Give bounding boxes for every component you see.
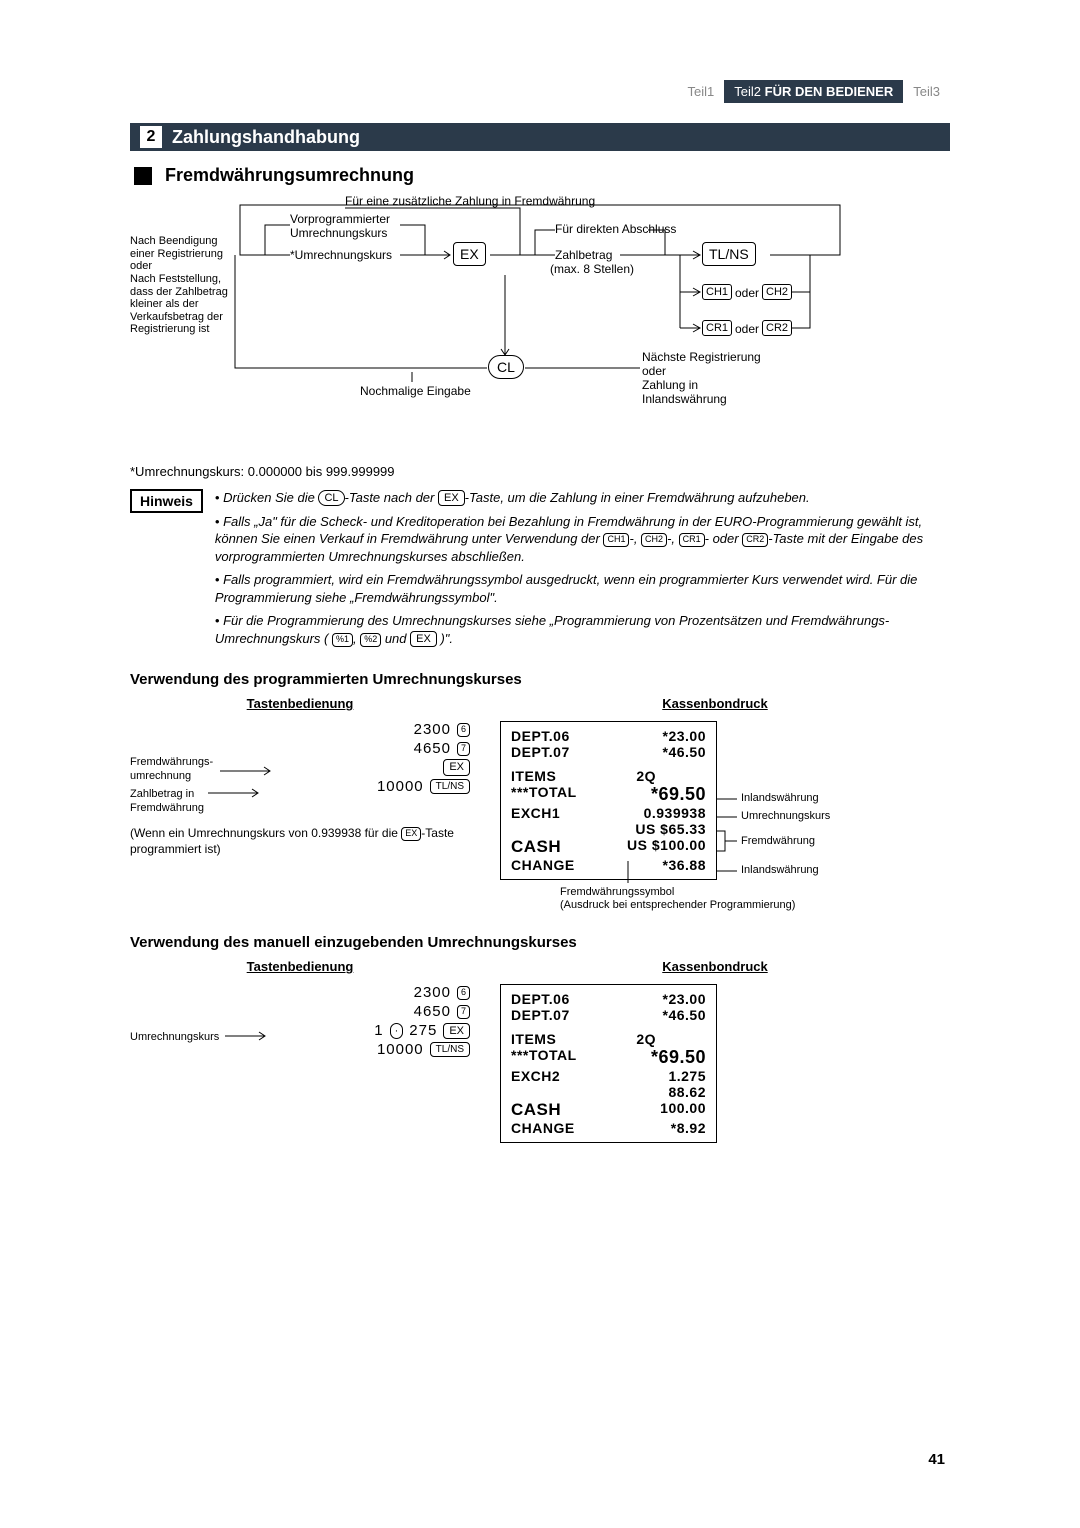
diagram-next2: oder bbox=[642, 364, 666, 378]
annot-inland2: Inlandswährung bbox=[741, 864, 819, 876]
key-tlns: TL/NS bbox=[430, 779, 470, 794]
example2-left: Tastenbedienung 23006 46507 1 · 275 EX 1… bbox=[130, 959, 470, 1143]
tab-part1: Teil1 bbox=[678, 80, 725, 103]
diagram-oder1: oder bbox=[735, 286, 759, 300]
section-title: Zahlungshandhabung bbox=[172, 127, 360, 148]
inline-key-ch1: CH1 bbox=[603, 533, 629, 547]
key-tlns: TL/NS bbox=[702, 242, 756, 266]
example2-right-head: Kassenbondruck bbox=[500, 959, 930, 974]
key-dot: · bbox=[390, 1023, 404, 1039]
annot-rate: Umrechnungskurs bbox=[741, 810, 830, 822]
diagram-rate-star: *Umrechnungskurs bbox=[290, 248, 392, 262]
hinweis-block: Hinweis • Drücken Sie die CL-Taste nach … bbox=[130, 489, 950, 653]
inline-key-cl: CL bbox=[318, 490, 344, 506]
key-ex: EX bbox=[453, 242, 486, 266]
diagram-top-note: Für eine zusätzliche Zahlung in Fremdwäh… bbox=[345, 194, 595, 208]
diagram-max: (max. 8 Stellen) bbox=[550, 262, 634, 276]
diagram-next4: Inlandswährung bbox=[642, 392, 727, 406]
key-6: 6 bbox=[457, 723, 470, 737]
example1-cols: Tastenbedienung 23006 46507 EX 10000TL/N… bbox=[130, 696, 950, 880]
annot-fsym2: (Ausdruck bei entsprechender Programmier… bbox=[560, 899, 795, 911]
key-7: 7 bbox=[457, 742, 470, 756]
diagram-next3: Zahlung in bbox=[642, 378, 698, 392]
section-number: 2 bbox=[140, 126, 162, 148]
annot-fw: Fremdwährung bbox=[741, 835, 815, 847]
key-ch1: CH1 bbox=[702, 284, 732, 300]
inline-key-p2: %2 bbox=[360, 633, 381, 647]
tab-part2-label: FÜR DEN BEDIENER bbox=[765, 84, 894, 99]
diagram-preprog1: Vorprogrammierter bbox=[290, 212, 390, 226]
inline-key-ex: EX bbox=[438, 490, 465, 506]
tab-part2: Teil2 FÜR DEN BEDIENER bbox=[724, 80, 903, 103]
annot-fsym1: Fremdwährungssymbol bbox=[560, 886, 674, 898]
hinweis-label: Hinweis bbox=[130, 489, 203, 513]
diagram-next1: Nächste Registrierung bbox=[642, 350, 761, 364]
content-area: Teil1 Teil2 FÜR DEN BEDIENER Teil3 2 Zah… bbox=[130, 80, 950, 1143]
diagram-direct: Für direkten Abschluss bbox=[555, 222, 676, 236]
receipt2: DEPT.06*23.00 DEPT.07*46.50 ITEMS2Q ***T… bbox=[500, 984, 717, 1143]
key-cr1: CR1 bbox=[702, 320, 732, 336]
key-exb: EX bbox=[443, 1023, 470, 1039]
part-tabs: Teil1 Teil2 FÜR DEN BEDIENER Teil3 bbox=[130, 80, 950, 103]
inline-key-ch2: CH2 bbox=[641, 533, 667, 547]
inline-key-p1: %1 bbox=[332, 633, 353, 647]
example2-left-head: Tastenbedienung bbox=[130, 959, 470, 974]
page-number: 41 bbox=[928, 1451, 945, 1468]
tab-part3: Teil3 bbox=[903, 80, 950, 103]
rate-range-note: *Umrechnungskurs: 0.000000 bis 999.99999… bbox=[130, 464, 950, 479]
square-icon bbox=[134, 167, 152, 185]
subheading: Fremdwährungsumrechnung bbox=[134, 165, 950, 186]
key-cl: CL bbox=[488, 355, 524, 379]
hinweis-bullets: • Drücken Sie die CL-Taste nach der EX-T… bbox=[215, 489, 950, 653]
inline-key-ex3: EX bbox=[401, 827, 421, 841]
example1-heading: Verwendung des programmierten Umrechnung… bbox=[130, 671, 950, 688]
key-6b: 6 bbox=[457, 986, 470, 1000]
page: Teil1 Teil2 FÜR DEN BEDIENER Teil3 2 Zah… bbox=[0, 0, 1080, 1528]
key-ch2: CH2 bbox=[762, 284, 792, 300]
subheading-text: Fremdwährungsumrechnung bbox=[165, 165, 414, 185]
tab-part2-prefix: Teil2 bbox=[734, 84, 761, 99]
annot-inland1: Inlandswährung bbox=[741, 792, 819, 804]
diagram-oder2: oder bbox=[735, 322, 759, 336]
inline-key-ex2: EX bbox=[410, 631, 437, 647]
diagram-nochmal: Nochmalige Eingabe bbox=[360, 384, 471, 398]
example1-left-head: Tastenbedienung bbox=[130, 696, 470, 711]
diagram-zahlbetrag: Zahlbetrag bbox=[555, 248, 612, 262]
example2-right: Kassenbondruck DEPT.06*23.00 DEPT.07*46.… bbox=[500, 959, 930, 1143]
example1-right: Kassenbondruck DEPT.06*23.00 DEPT.07*46.… bbox=[500, 696, 930, 880]
diagram-left-text: Nach Beendigung einer Registrierung oder… bbox=[130, 235, 250, 336]
diagram-preprog2: Umrechnungskurs bbox=[290, 226, 387, 240]
key-7b: 7 bbox=[457, 1005, 470, 1019]
example1-left: Tastenbedienung 23006 46507 EX 10000TL/N… bbox=[130, 696, 470, 880]
receipt1: DEPT.06*23.00 DEPT.07*46.50 ITEMS2Q ***T… bbox=[500, 721, 717, 880]
flow-diagram: Nach Beendigung einer Registrierung oder… bbox=[130, 200, 930, 460]
inline-key-cr2: CR2 bbox=[742, 533, 768, 547]
diagram-lines bbox=[130, 200, 930, 460]
inline-key-cr1: CR1 bbox=[679, 533, 705, 547]
example2-cols: Tastenbedienung 23006 46507 1 · 275 EX 1… bbox=[130, 959, 950, 1143]
example1-right-head: Kassenbondruck bbox=[500, 696, 930, 711]
key-tlnsb: TL/NS bbox=[430, 1042, 470, 1057]
key-ex: EX bbox=[443, 759, 470, 775]
section-bar: 2 Zahlungshandhabung bbox=[130, 123, 950, 151]
example2-heading: Verwendung des manuell einzugebenden Umr… bbox=[130, 934, 950, 951]
key-cr2: CR2 bbox=[762, 320, 792, 336]
